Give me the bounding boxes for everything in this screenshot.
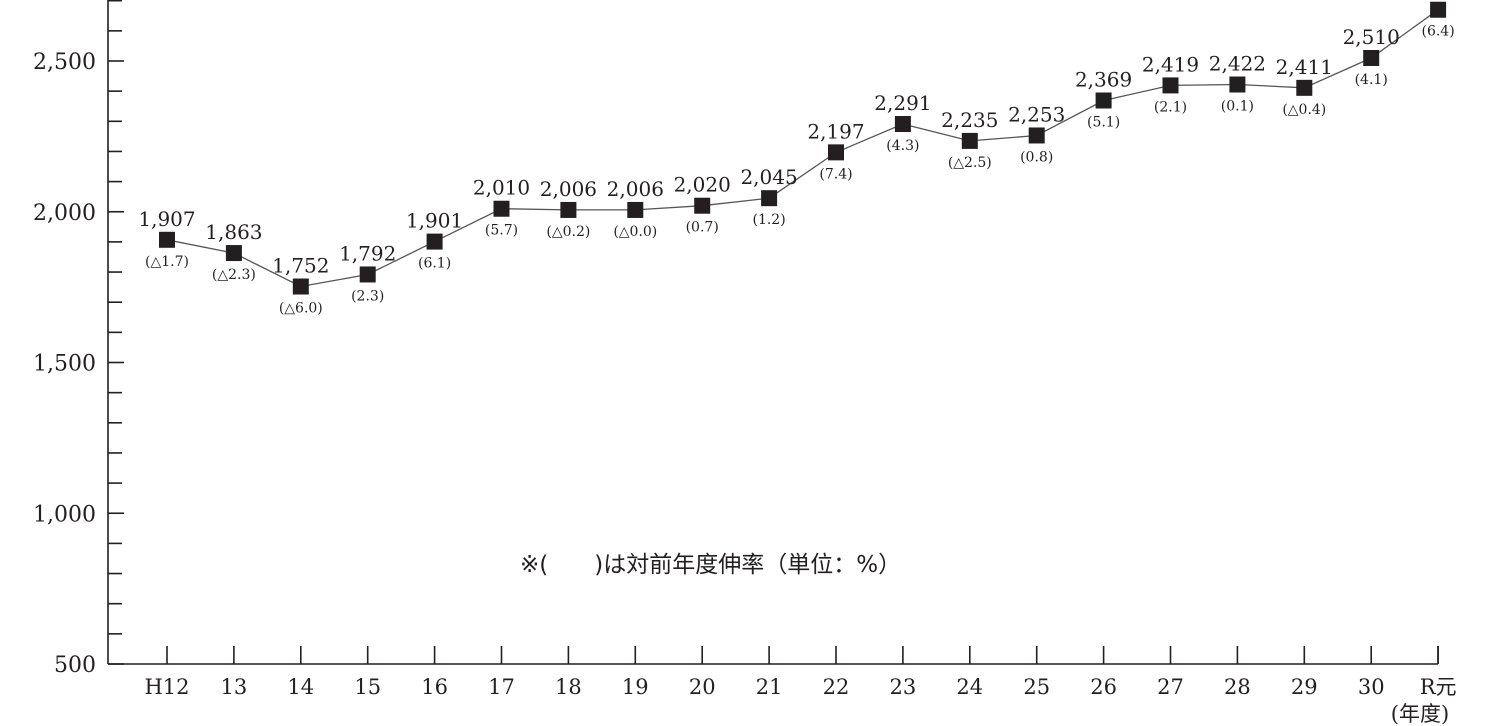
value-label: 2,253 bbox=[1008, 102, 1065, 126]
data-point-marker bbox=[560, 201, 577, 218]
growth-rate-label: (6.1) bbox=[418, 256, 451, 272]
growth-rate-label: (4.1) bbox=[1355, 72, 1388, 88]
data-labels: 1,907 (△1.7) 1,863 (△2.3) 1,752 (△6.0) 1,792 (2… bbox=[138, 24, 1454, 317]
value-label: 2,020 bbox=[674, 173, 731, 197]
growth-rate-label: (△6.0) bbox=[279, 301, 323, 317]
x-tick-label: 13 bbox=[221, 675, 248, 699]
value-label: 1,901 bbox=[406, 209, 463, 233]
data-point-marker bbox=[359, 266, 376, 283]
data-point-marker bbox=[159, 231, 175, 248]
x-tick-label: 15 bbox=[354, 675, 381, 699]
x-tick-label: H12 bbox=[144, 675, 189, 699]
growth-rate-label: (△0.0) bbox=[613, 224, 657, 240]
growth-rate-label: (△2.3) bbox=[212, 267, 256, 283]
growth-rate-label: (△0.2) bbox=[546, 224, 590, 240]
value-label: 2,291 bbox=[874, 91, 931, 115]
growth-rate-label: (2.1) bbox=[1154, 99, 1187, 115]
value-label: 2,197 bbox=[807, 119, 864, 143]
value-label: 2,369 bbox=[1075, 67, 1132, 91]
value-label: 1,752 bbox=[272, 254, 329, 278]
data-point-marker bbox=[761, 190, 778, 207]
value-label: 2,006 bbox=[607, 177, 664, 201]
data-markers bbox=[159, 1, 1447, 295]
y-tick-label: 1,500 bbox=[33, 352, 96, 377]
y-axis-ticks: 500 1,000 1,500 2,000 2,500 bbox=[33, 0, 124, 678]
value-label: 2,422 bbox=[1209, 52, 1266, 76]
value-label: 2,510 bbox=[1343, 25, 1400, 49]
growth-rate-label: (7.4) bbox=[819, 166, 852, 182]
growth-rate-label: (2.3) bbox=[351, 288, 384, 304]
data-point-marker bbox=[1095, 92, 1112, 109]
x-tick-label: 19 bbox=[622, 675, 649, 699]
x-tick-label: 17 bbox=[488, 675, 515, 699]
data-point-marker bbox=[493, 200, 510, 217]
x-tick-label: 28 bbox=[1224, 675, 1251, 699]
x-tick-label: 22 bbox=[823, 675, 850, 699]
x-tick-label: 14 bbox=[287, 675, 314, 699]
x-tick-label: 21 bbox=[756, 675, 783, 699]
value-label: 2,419 bbox=[1142, 52, 1199, 76]
data-point-marker bbox=[961, 132, 978, 149]
x-tick-label: 20 bbox=[689, 675, 716, 699]
y-tick-label: 500 bbox=[54, 653, 96, 678]
data-point-marker bbox=[1296, 79, 1313, 96]
value-label: 1,863 bbox=[205, 220, 262, 244]
value-label: 2,010 bbox=[473, 176, 530, 200]
growth-rate-label: (△0.4) bbox=[1282, 102, 1326, 118]
growth-rate-label: (0.1) bbox=[1221, 99, 1254, 115]
value-label: 2,235 bbox=[941, 108, 998, 132]
data-point-marker bbox=[1028, 127, 1045, 144]
growth-rate-label: (1.2) bbox=[752, 212, 785, 228]
x-tick-label: 18 bbox=[555, 675, 582, 699]
x-tick-label: 30 bbox=[1358, 675, 1385, 699]
data-point-marker bbox=[225, 245, 242, 262]
growth-rate-label: (0.7) bbox=[686, 220, 719, 236]
data-point-marker bbox=[828, 144, 844, 161]
growth-rate-note: ※( )は対前年度伸率（単位：%） bbox=[520, 552, 901, 578]
x-tick-label: 27 bbox=[1157, 675, 1184, 699]
series-line bbox=[166, 9, 1439, 288]
x-tick-label: 25 bbox=[1023, 675, 1050, 699]
x-axis-unit-label: (年度) bbox=[1391, 702, 1449, 726]
value-label: 2,045 bbox=[740, 165, 797, 189]
x-tick-label: 29 bbox=[1291, 675, 1318, 699]
data-point-marker bbox=[426, 233, 443, 250]
growth-rate-label: (5.7) bbox=[485, 223, 518, 239]
x-tick-label: 16 bbox=[421, 675, 448, 699]
data-point-marker bbox=[894, 116, 911, 133]
growth-rate-label: (△2.5) bbox=[948, 155, 992, 171]
x-axis-ticks: H12 13 14 15 16 17 18 19 20 21 22 23 24 25 26 27 28 29 30 R… bbox=[144, 646, 1457, 699]
growth-rate-label: (0.8) bbox=[1020, 149, 1053, 165]
value-label: 2,006 bbox=[540, 177, 597, 201]
data-point-marker bbox=[1430, 1, 1447, 18]
data-point-marker bbox=[1363, 49, 1380, 66]
value-label: 1,907 bbox=[138, 207, 195, 231]
data-point-marker bbox=[627, 201, 644, 218]
y-tick-label: 1,000 bbox=[33, 502, 96, 527]
growth-rate-label: (△1.7) bbox=[145, 254, 189, 270]
growth-rate-label: (5.1) bbox=[1087, 114, 1120, 130]
y-tick-label: 2,000 bbox=[33, 201, 96, 226]
growth-rate-label: (4.3) bbox=[886, 138, 919, 154]
x-tick-label: 26 bbox=[1090, 675, 1117, 699]
data-point-marker bbox=[292, 278, 309, 295]
x-tick-label: R元 bbox=[1420, 675, 1457, 699]
value-label: 1,792 bbox=[339, 241, 396, 265]
y-tick-label: 2,500 bbox=[33, 50, 96, 75]
growth-rate-label: (6.4) bbox=[1421, 24, 1454, 40]
data-point-marker bbox=[694, 197, 711, 214]
value-label: 2,411 bbox=[1276, 55, 1333, 79]
data-point-marker bbox=[1162, 77, 1179, 94]
data-point-marker bbox=[1229, 76, 1246, 93]
x-tick-label: 23 bbox=[890, 675, 917, 699]
x-tick-label: 24 bbox=[956, 675, 983, 699]
